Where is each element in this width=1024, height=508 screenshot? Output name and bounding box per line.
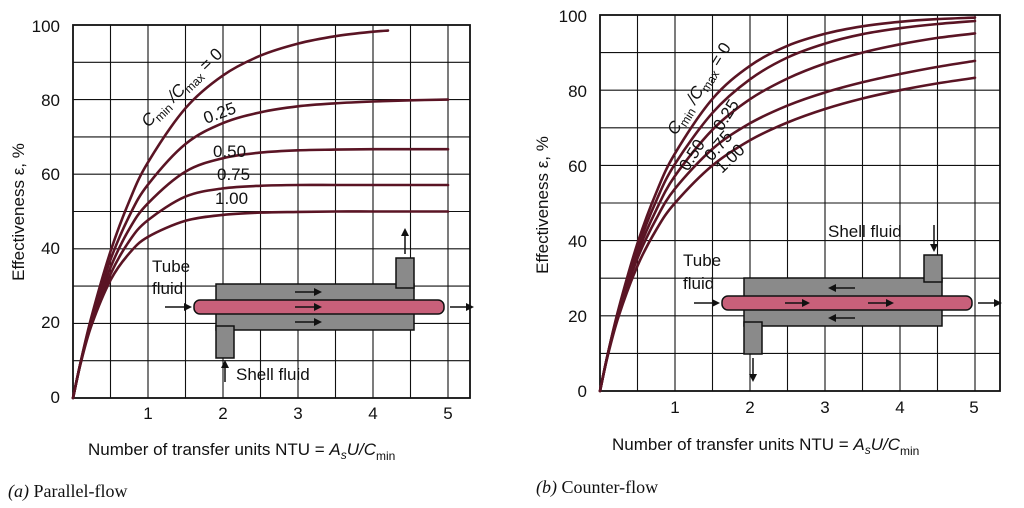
caption-counter: (b) Counter-flow — [536, 477, 658, 498]
curve-series-1.00 — [598, 76, 977, 393]
y-axis-label: Effectiveness ε, % — [9, 143, 28, 281]
x-tick-5: 5 — [969, 398, 978, 417]
y-tick-20: 20 — [568, 307, 587, 326]
y-tick-60: 60 — [41, 165, 60, 184]
curve-label-0.50: 0.50 — [213, 142, 246, 161]
curves — [598, 16, 977, 393]
x-tick-5: 5 — [443, 404, 452, 423]
curve-label-1.00: 1.00 — [215, 189, 248, 208]
y-tick-80: 80 — [41, 91, 60, 110]
x-tick-2: 2 — [218, 404, 227, 423]
tube-fluid-label-line2: fluid — [152, 279, 183, 298]
curves — [71, 29, 450, 400]
grid — [599, 14, 1001, 392]
tube-fluid-label-line2: fluid — [683, 274, 714, 293]
shell-inlet-nozzle — [215, 325, 235, 359]
y-tick-100: 100 — [32, 17, 60, 36]
tube-fluid-label-line1: Tube — [683, 251, 721, 270]
curve-label-0.75: 0.75 — [217, 165, 250, 184]
x-axis-label: Number of transfer units NTU = AsU/Cmin — [612, 435, 919, 458]
counter-flow-chart: 0 20 40 60 80 100 1 2 3 4 5 Effectivenes… — [533, 7, 1002, 498]
y-tick-20: 20 — [41, 313, 60, 332]
x-tick-3: 3 — [820, 398, 829, 417]
y-tick-80: 80 — [568, 82, 587, 101]
counter-flow-exchanger-diagram: Tube fluid Shell fluid — [683, 222, 1002, 382]
parallel-flow-chart: 0 20 40 60 80 100 1 2 3 4 5 Effectivenes… — [8, 17, 474, 502]
x-tick-4: 4 — [368, 404, 377, 423]
y-tick-100: 100 — [559, 7, 587, 26]
shell-fluid-label: Shell fluid — [236, 365, 310, 384]
x-tick-3: 3 — [293, 404, 302, 423]
y-tick-0: 0 — [578, 382, 587, 401]
y-tick-40: 40 — [41, 239, 60, 258]
caption-parallel: (a) Parallel-flow — [8, 481, 127, 502]
parallel-flow-exchanger-diagram: Tube fluid Shell fluid — [152, 228, 474, 384]
x-axis-label: Number of transfer units NTU = AsU/Cmin — [88, 440, 395, 463]
shell-outlet-nozzle — [395, 257, 415, 289]
tube — [721, 295, 973, 311]
tube-fluid-label-line1: Tube — [152, 257, 190, 276]
x-tick-2: 2 — [745, 398, 754, 417]
x-tick-1: 1 — [670, 398, 679, 417]
x-tick-1: 1 — [143, 404, 152, 423]
tick-labels: 0 20 40 60 80 100 1 2 3 4 5 — [32, 17, 453, 423]
shell-fluid-label: Shell fluid — [828, 222, 902, 241]
curve-series-1.00 — [71, 210, 450, 400]
x-tick-4: 4 — [895, 398, 904, 417]
y-tick-60: 60 — [568, 157, 587, 176]
y-tick-0: 0 — [51, 388, 60, 407]
tick-labels: 0 20 40 60 80 100 1 2 3 4 5 — [559, 7, 979, 417]
shell-outlet-nozzle — [743, 321, 763, 355]
shell-inlet-nozzle — [923, 254, 943, 283]
y-axis-label: Effectiveness ε, % — [533, 136, 552, 274]
y-tick-40: 40 — [568, 232, 587, 251]
